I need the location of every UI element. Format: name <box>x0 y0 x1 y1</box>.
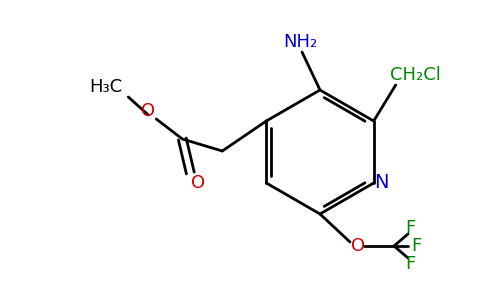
Text: O: O <box>141 102 155 120</box>
Text: N: N <box>375 173 389 193</box>
Text: F: F <box>405 219 415 237</box>
Text: F: F <box>405 255 415 273</box>
Text: CH₂Cl: CH₂Cl <box>390 66 441 84</box>
Text: O: O <box>351 237 365 255</box>
Text: F: F <box>411 237 421 255</box>
Text: O: O <box>191 174 205 192</box>
Text: NH₂: NH₂ <box>283 33 317 51</box>
Text: H₃C: H₃C <box>90 78 123 96</box>
